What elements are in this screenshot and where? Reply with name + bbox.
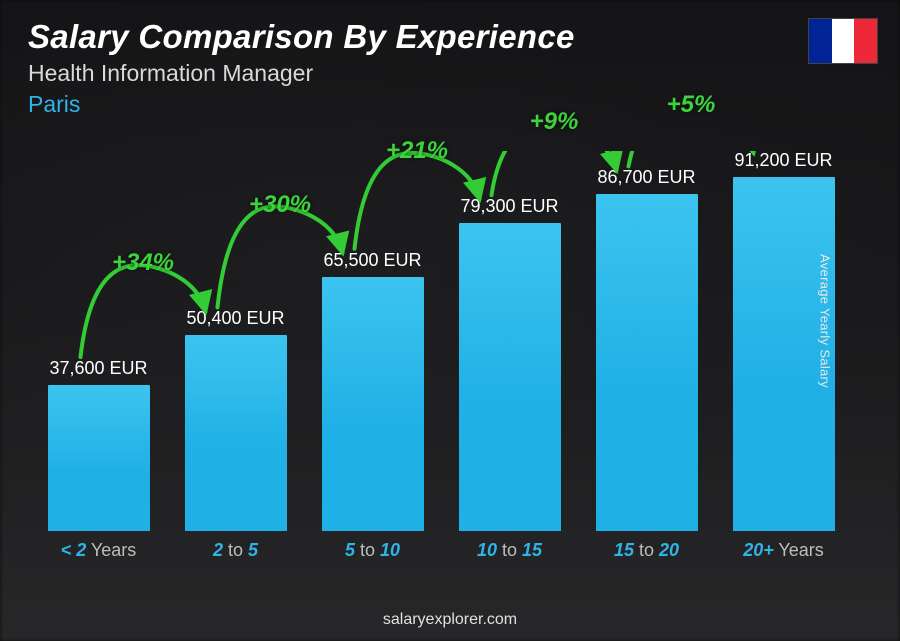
footer-attribution: salaryexplorer.com [0, 611, 900, 629]
bar-column: 37,600 EUR [30, 358, 167, 531]
flag-icon [808, 18, 878, 64]
x-axis-labels: < 2 Years2 to 55 to 1010 to 1515 to 2020… [30, 540, 852, 561]
bar-column: 65,500 EUR [304, 250, 441, 531]
growth-pct-label: +34% [112, 249, 174, 277]
bar-value-label: 86,700 EUR [597, 167, 695, 188]
y-axis-label: Average Yearly Salary [818, 254, 833, 388]
growth-pct-label: +30% [249, 191, 311, 219]
bar [185, 335, 287, 531]
flag-stripe-1 [809, 19, 832, 63]
salary-chart: 37,600 EUR 50,400 EUR 65,500 EUR 79,300 EUR… [30, 130, 852, 561]
x-axis-label: 20+ Years [715, 540, 852, 561]
bars-container: 37,600 EUR 50,400 EUR 65,500 EUR 79,300 EUR… [30, 151, 852, 531]
x-axis-label: < 2 Years [30, 540, 167, 561]
bar-value-label: 91,200 EUR [734, 150, 832, 171]
growth-pct-label: +9% [530, 108, 579, 136]
bar-column: 50,400 EUR [167, 308, 304, 531]
content: Salary Comparison By Experience Health I… [0, 0, 900, 641]
title-area: Salary Comparison By Experience Health I… [28, 18, 575, 118]
x-axis-label: 15 to 20 [578, 540, 715, 561]
page-title: Salary Comparison By Experience [28, 18, 575, 56]
growth-pct-label: +5% [667, 91, 716, 119]
bar [322, 277, 424, 531]
location-label: Paris [28, 91, 575, 118]
page-subtitle: Health Information Manager [28, 60, 575, 87]
bar-column: 79,300 EUR [441, 196, 578, 531]
x-axis-label: 2 to 5 [167, 540, 304, 561]
x-axis-label: 5 to 10 [304, 540, 441, 561]
flag-stripe-3 [854, 19, 877, 63]
bar-value-label: 65,500 EUR [323, 250, 421, 271]
bar-value-label: 37,600 EUR [49, 358, 147, 379]
bar-column: 86,700 EUR [578, 167, 715, 531]
bar [596, 194, 698, 531]
flag-stripe-2 [832, 19, 855, 63]
growth-pct-label: +21% [386, 137, 448, 165]
bar-value-label: 50,400 EUR [186, 308, 284, 329]
bar [48, 385, 150, 531]
bar [459, 223, 561, 531]
x-axis-label: 10 to 15 [441, 540, 578, 561]
bar-value-label: 79,300 EUR [460, 196, 558, 217]
